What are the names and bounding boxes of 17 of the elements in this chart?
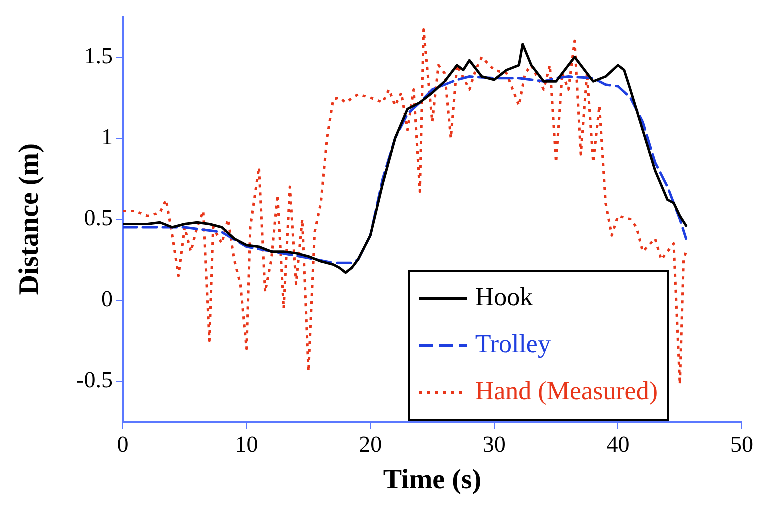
y-tick-label: 1.5 [84,43,113,68]
legend-label: Hook [475,282,534,312]
x-tick-label: 20 [359,432,382,457]
x-tick-label: 10 [235,432,258,457]
y-axis-title: Distance (m) [14,144,46,296]
legend-label: Trolley [475,329,551,358]
y-tick-label: 0.5 [84,205,113,230]
y-tick-label: 1 [102,124,113,150]
legend-label: Hand (Measured) [475,376,658,406]
x-tick-label: 40 [606,432,630,457]
line-series [123,76,688,264]
x-axis-title: Time (s) [383,464,482,496]
y-tick-label: 0 [102,286,113,312]
x-tick-label: 0 [117,432,129,457]
x-tick-label: 50 [730,432,754,457]
x-tick-label: 30 [482,432,506,457]
y-tick-label: -0.5 [76,368,113,393]
